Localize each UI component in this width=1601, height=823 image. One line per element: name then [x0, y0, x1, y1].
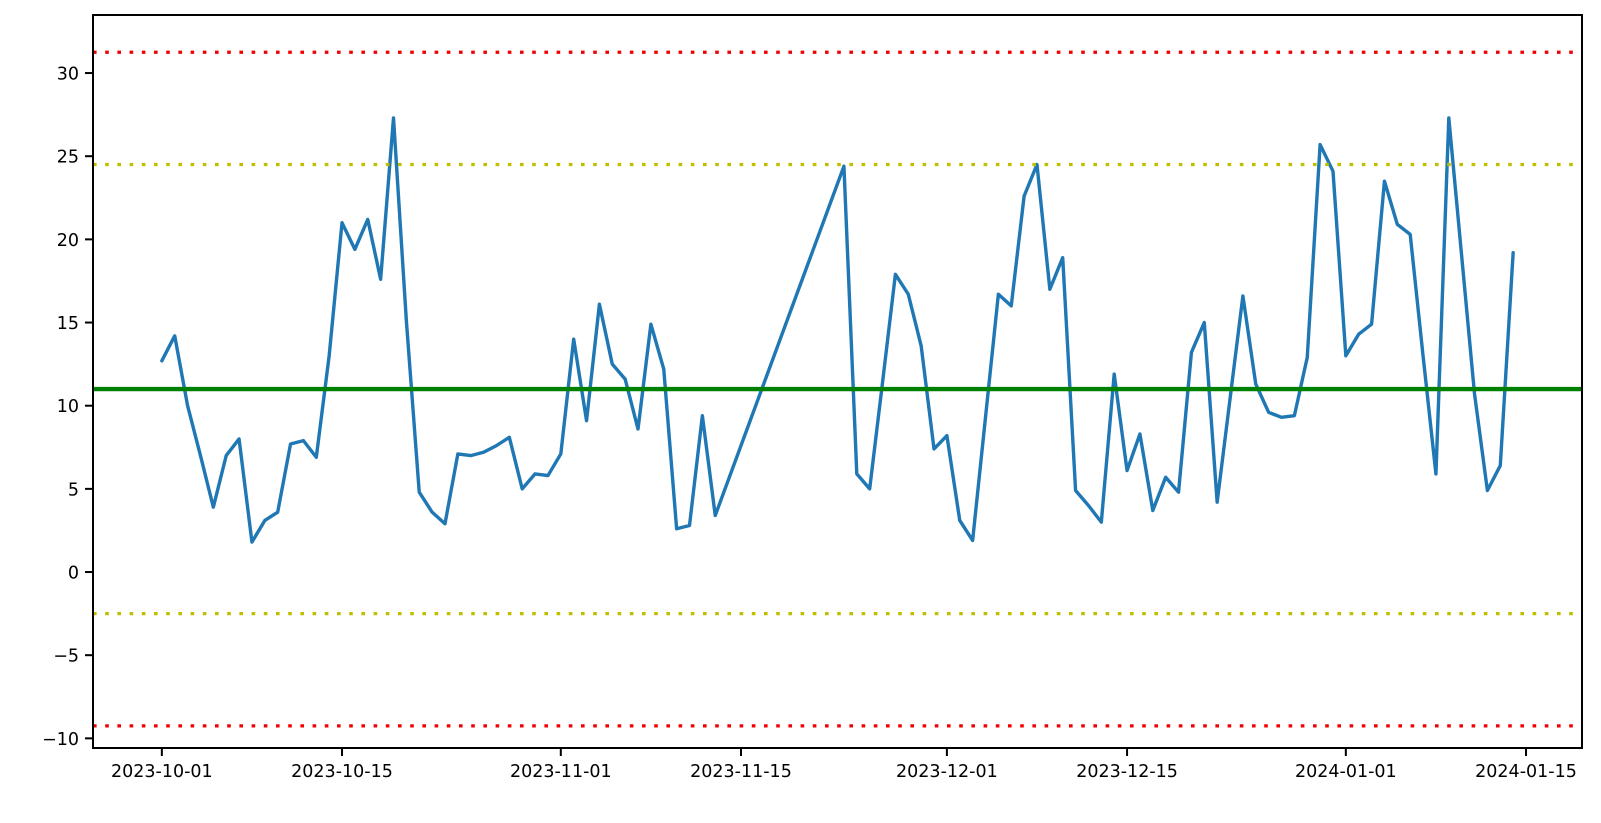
plot-area: [93, 15, 1582, 748]
x-axis-tick-label: 2023-11-15: [690, 762, 792, 782]
y-axis-tick-label: 30: [57, 65, 79, 85]
x-axis-tick-label: 2023-12-01: [896, 762, 998, 782]
x-axis-tick-label: 2023-12-15: [1076, 762, 1178, 782]
y-axis-tick-label: 10: [57, 397, 79, 417]
axes-spines: [92, 14, 1583, 749]
y-axis-tick-label: 15: [57, 314, 79, 334]
y-axis-tick-label: −10: [42, 730, 79, 750]
y-axis-tick-label: 0: [68, 564, 79, 584]
x-axis-tick-label: 2023-10-15: [291, 762, 393, 782]
daily-values-series-line: [160, 116, 1515, 544]
x-axis-tick-label: 2023-10-01: [111, 762, 213, 782]
y-axis-tick-label: 20: [57, 231, 79, 251]
y-axis-tick-label: −5: [53, 647, 79, 667]
x-axis-tick-label: 2023-11-01: [510, 762, 612, 782]
y-axis-tick-label: 5: [68, 480, 79, 500]
x-axis-tick-label: 2024-01-01: [1295, 762, 1397, 782]
x-axis-tick-label: 2024-01-15: [1475, 762, 1577, 782]
y-axis-tick-label: 25: [57, 148, 79, 168]
